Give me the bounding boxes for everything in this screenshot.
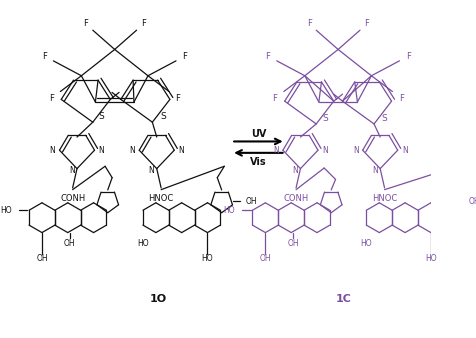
Text: OH: OH (469, 197, 476, 206)
Text: HO: HO (425, 255, 436, 263)
Text: HO: HO (137, 239, 149, 248)
Text: N: N (50, 146, 55, 155)
Text: F: F (49, 94, 54, 103)
Text: 1C: 1C (336, 294, 352, 304)
Text: Vis: Vis (250, 156, 267, 167)
Text: HO: HO (202, 255, 213, 263)
Text: HNOC: HNOC (149, 194, 174, 203)
Text: F: F (42, 52, 47, 61)
Text: 1O: 1O (150, 294, 167, 304)
Text: F: F (266, 52, 270, 61)
Text: UV: UV (251, 129, 266, 140)
Text: OH: OH (245, 197, 257, 206)
Text: HO: HO (223, 206, 235, 215)
Text: F: F (83, 19, 88, 28)
Text: HO: HO (361, 239, 372, 248)
Text: F: F (399, 94, 404, 103)
Text: S: S (160, 113, 166, 121)
Text: N: N (372, 166, 378, 175)
Text: CONH: CONH (283, 194, 309, 203)
Text: S: S (322, 114, 328, 123)
Text: OH: OH (259, 255, 271, 263)
Text: N: N (69, 166, 75, 175)
Text: N: N (273, 146, 279, 155)
Text: N: N (99, 146, 104, 155)
Text: F: F (273, 94, 278, 103)
Text: F: F (365, 19, 369, 28)
Text: HNOC: HNOC (372, 194, 397, 203)
Text: F: F (182, 52, 187, 61)
Text: S: S (99, 113, 104, 121)
Text: N: N (322, 146, 328, 155)
Text: CONH: CONH (60, 194, 85, 203)
Text: OH: OH (287, 239, 299, 248)
Text: N: N (129, 146, 135, 155)
Text: F: F (141, 19, 146, 28)
Text: F: F (175, 94, 180, 103)
Text: OH: OH (36, 255, 48, 263)
Text: F: F (307, 19, 312, 28)
Text: N: N (353, 146, 358, 155)
Text: S: S (382, 114, 387, 123)
Text: N: N (402, 146, 407, 155)
Text: F: F (406, 52, 411, 61)
Text: OH: OH (64, 239, 75, 248)
Text: HO: HO (0, 206, 11, 215)
Text: N: N (292, 166, 298, 175)
Text: N: N (178, 146, 184, 155)
Text: N: N (149, 166, 154, 175)
